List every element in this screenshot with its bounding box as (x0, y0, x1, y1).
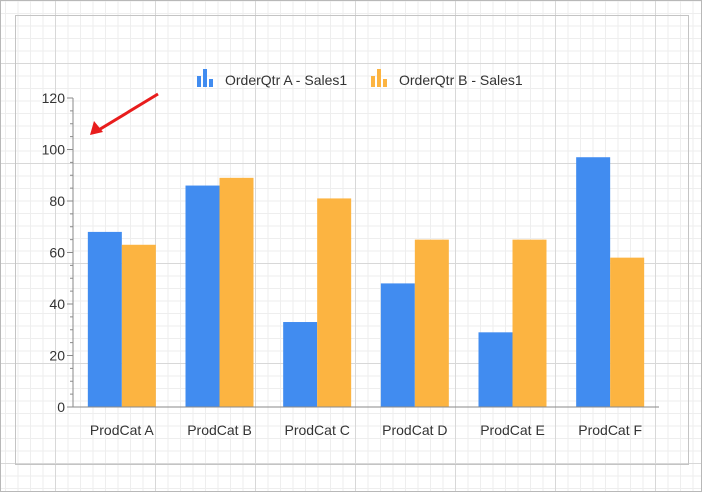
bar-series-b[interactable] (414, 239, 449, 407)
bar-series-b[interactable] (610, 257, 645, 407)
bar-series-a[interactable] (576, 157, 611, 407)
y-tick-label: 40 (49, 296, 65, 312)
legend-item[interactable]: OrderQtr A - Sales1 (197, 69, 347, 88)
y-axis: 0 20 40 60 80 100 120 (42, 90, 74, 415)
bar-series-b[interactable] (512, 239, 547, 407)
y-tick-label: 80 (49, 193, 65, 209)
bar-series-a[interactable] (380, 283, 415, 407)
bar-series-a[interactable] (478, 332, 513, 407)
bar-chart-icon (197, 69, 213, 87)
bar-series-a[interactable] (283, 322, 318, 407)
bars (87, 157, 645, 407)
x-tick-label: ProdCat A (90, 422, 154, 438)
x-tick-label: ProdCat D (382, 422, 447, 438)
bar-series-b[interactable] (219, 177, 254, 407)
legend-label: OrderQtr A - Sales1 (225, 72, 347, 88)
arrow-icon (90, 121, 103, 135)
bar-chart-icon (371, 69, 387, 87)
y-tick-label: 20 (49, 348, 65, 364)
legend: OrderQtr A - Sales1 OrderQtr B - Sales1 (197, 69, 523, 88)
x-axis: ProdCat A ProdCat B ProdCat C ProdCat D Prod… (73, 406, 659, 438)
y-tick-label: 0 (57, 399, 65, 415)
bar-series-a[interactable] (185, 185, 220, 407)
x-tick-label: ProdCat E (480, 422, 545, 438)
bar-series-b[interactable] (121, 244, 156, 407)
bar-series-a[interactable] (87, 231, 122, 407)
x-tick-label: ProdCat F (578, 422, 642, 438)
y-tick-label: 120 (42, 90, 66, 106)
bar-series-b[interactable] (317, 198, 352, 407)
y-tick-label: 100 (42, 142, 66, 158)
x-tick-label: ProdCat C (284, 422, 349, 438)
legend-item[interactable]: OrderQtr B - Sales1 (371, 69, 523, 88)
annotation (90, 92, 159, 135)
y-tick-label: 60 (49, 245, 65, 261)
arrow-shaft (96, 92, 159, 133)
x-tick-label: ProdCat B (187, 422, 252, 438)
legend-label: OrderQtr B - Sales1 (399, 72, 523, 88)
